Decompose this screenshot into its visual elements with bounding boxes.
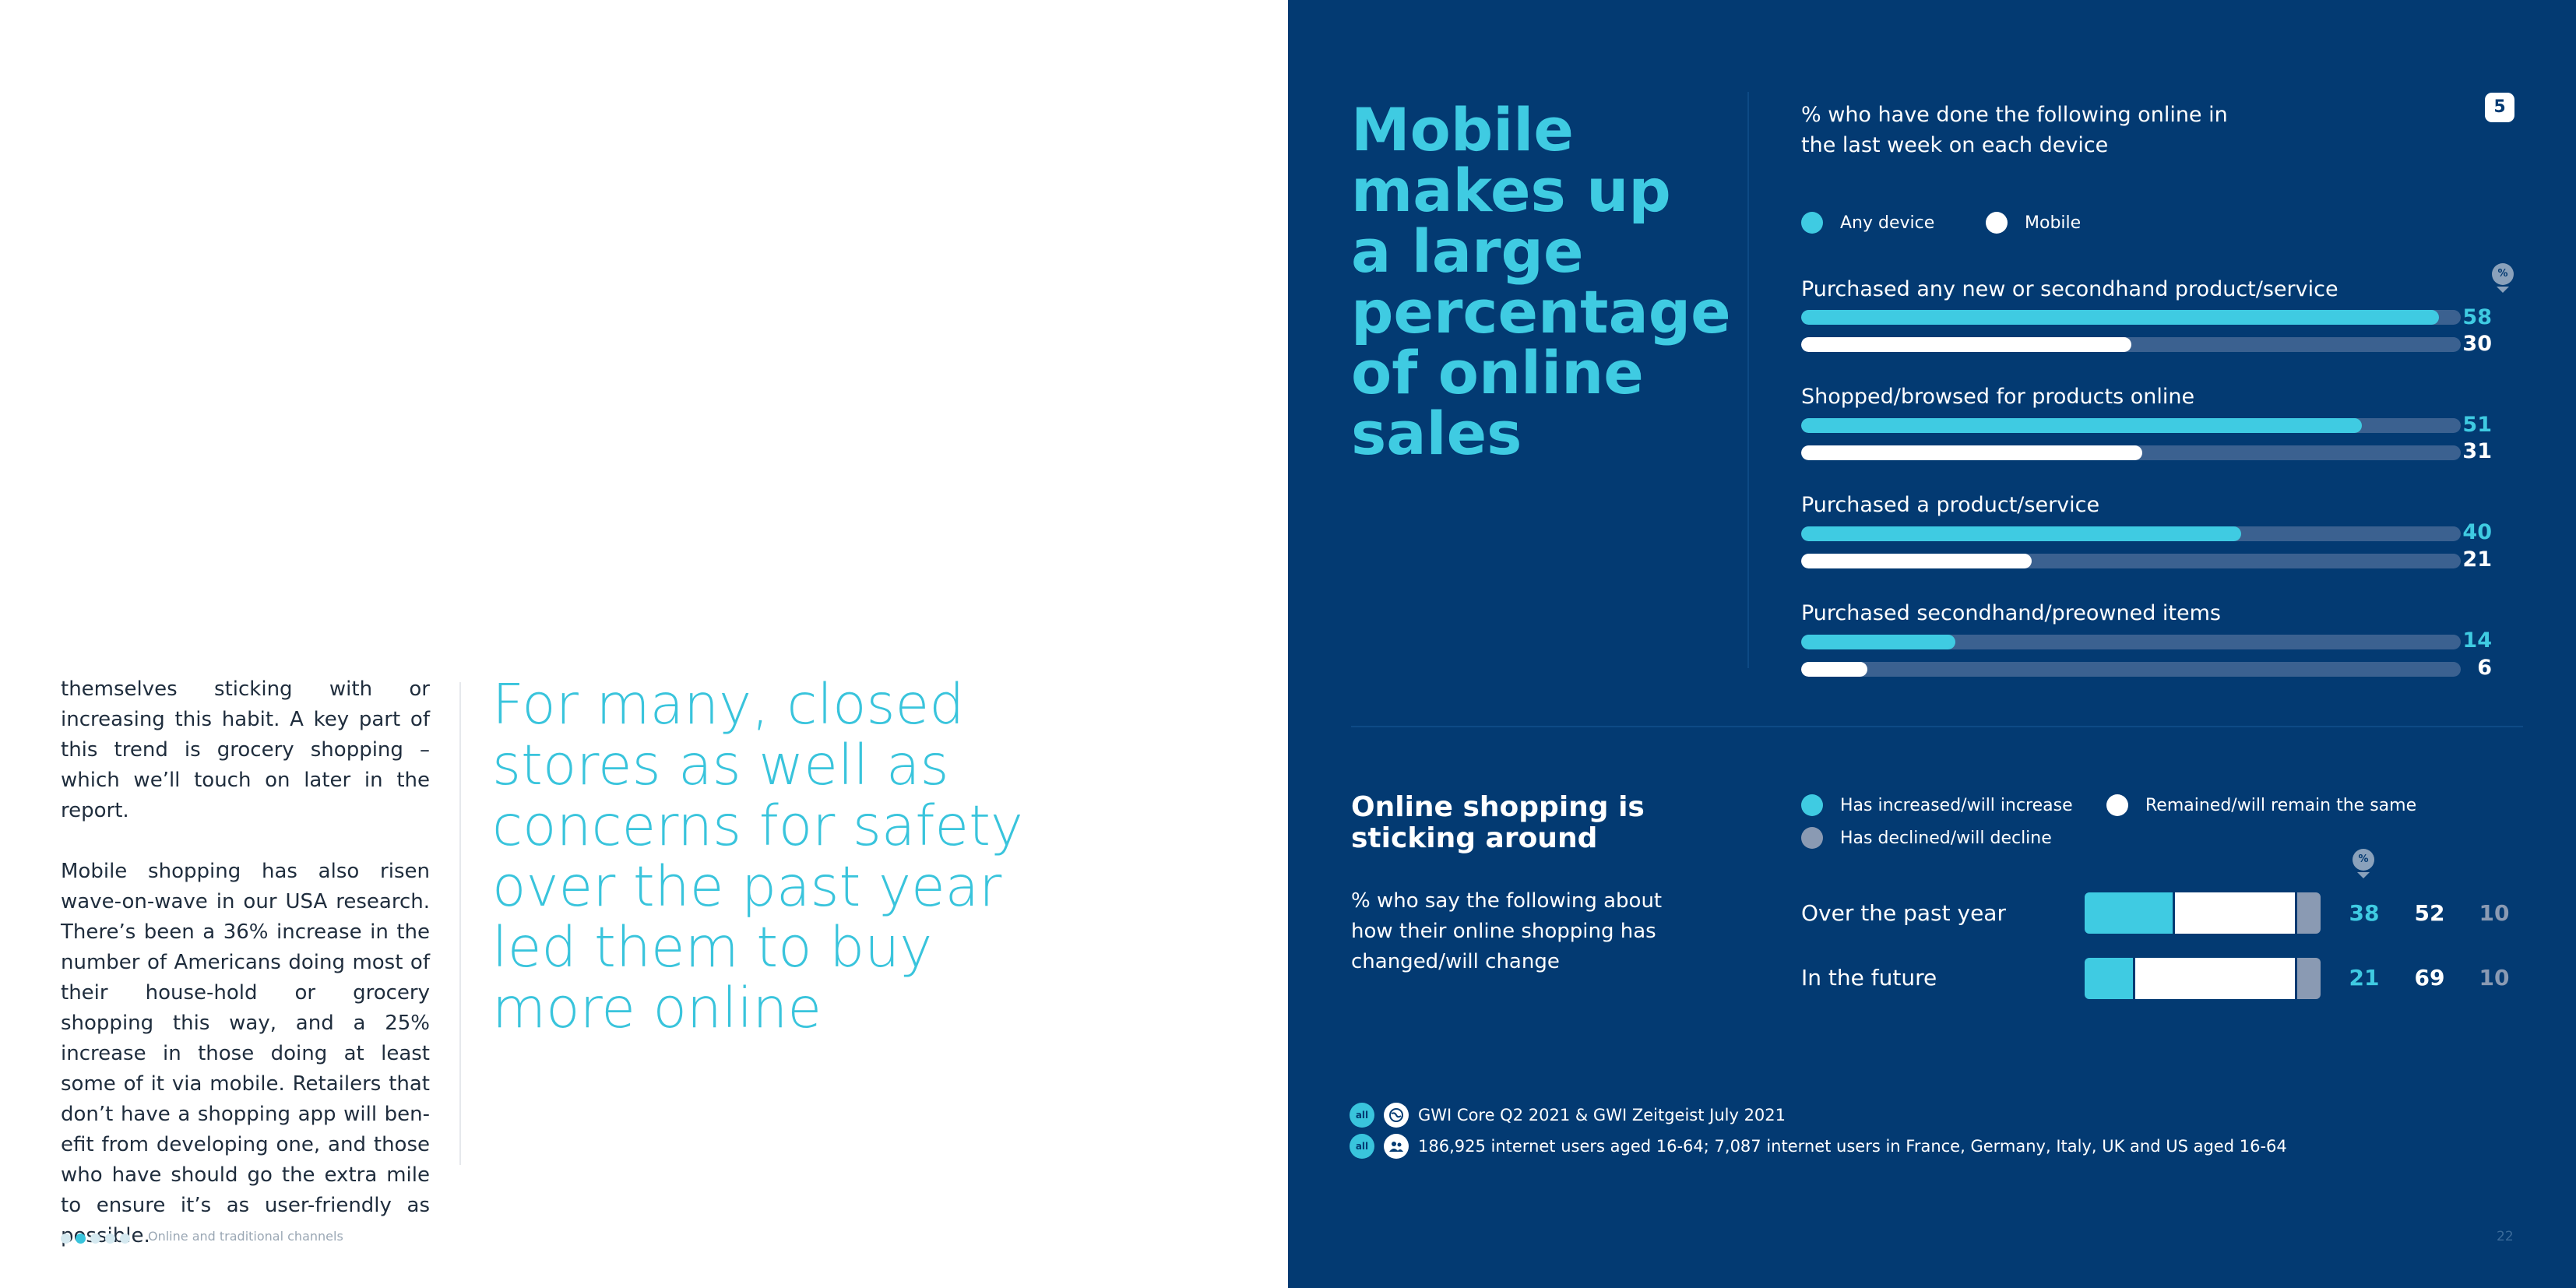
source-text: GWI Core Q2 2021 & GWI Zeitgeist July 20… bbox=[1418, 1106, 1786, 1124]
bar-track bbox=[1801, 662, 2461, 677]
sample-text: 186,925 internet users aged 16-64; 7,087… bbox=[1418, 1137, 2287, 1156]
chart1-subtitle: % who have done the following online in … bbox=[1801, 103, 2228, 157]
bar-value-any-device: 40 bbox=[2462, 520, 2492, 544]
legend-mobile: Mobile bbox=[1986, 212, 2081, 234]
headline: Mobile makes up a large percentage of on… bbox=[1351, 95, 1731, 468]
bar-track bbox=[1801, 526, 2461, 541]
bar-category-label: Purchased any new or secondhand product/… bbox=[1801, 277, 2338, 301]
stack-segment-same bbox=[2172, 892, 2296, 934]
bar-mobile bbox=[1801, 554, 2032, 568]
progress-dot bbox=[76, 1233, 86, 1244]
percent-icon: % bbox=[2353, 849, 2374, 871]
stack-category-label: In the future bbox=[1801, 965, 1937, 991]
bar-track bbox=[1801, 310, 2461, 325]
page-number: 22 bbox=[2497, 1229, 2514, 1244]
bar-track bbox=[1801, 635, 2461, 649]
legend-label-same: Remained/will remain the same bbox=[2145, 795, 2417, 815]
section2-subtitle: % who say the following about how their … bbox=[1351, 889, 1663, 973]
progress-dot bbox=[61, 1233, 71, 1244]
legend-swatch-declined bbox=[1801, 827, 1823, 849]
bar-mobile bbox=[1801, 662, 1867, 677]
stack-value-declined: 10 bbox=[2479, 900, 2510, 926]
section-progress-dots bbox=[61, 1233, 130, 1244]
footer-section-label: Online and traditional channels bbox=[148, 1229, 343, 1244]
body-paragraph-2: Mobile shopping has also risen wave-on-w… bbox=[61, 860, 430, 1248]
percent-pointer-icon bbox=[2497, 287, 2509, 293]
stack-value-declined: 10 bbox=[2479, 965, 2510, 991]
bar-value-mobile: 30 bbox=[2462, 332, 2492, 356]
legend-swatch-increased bbox=[1801, 794, 1823, 816]
bar-value-mobile: 31 bbox=[2462, 439, 2492, 463]
stack-segment-same bbox=[2133, 958, 2296, 999]
chart-number-badge: 5 bbox=[2485, 93, 2514, 122]
bar-any-device bbox=[1801, 310, 2439, 325]
source-badge: all bbox=[1350, 1103, 1374, 1128]
bar-category-label: Purchased a product/service bbox=[1801, 493, 2100, 517]
section-divider bbox=[1351, 726, 2523, 727]
stack-value-same: 69 bbox=[2414, 965, 2445, 991]
progress-dot bbox=[120, 1233, 130, 1244]
legend-swatch-mobile bbox=[1986, 212, 2008, 234]
stack-segment-declined bbox=[2295, 958, 2321, 999]
percent-pointer-icon bbox=[2357, 872, 2370, 878]
stack-segment-increased bbox=[2085, 958, 2134, 999]
globe-icon bbox=[1384, 1103, 1409, 1128]
stack-category-label: Over the past year bbox=[1801, 900, 2006, 926]
people-icon bbox=[1384, 1134, 1409, 1159]
bar-track bbox=[1801, 337, 2461, 352]
left-page: themselves sticking with or increasing t… bbox=[61, 672, 1023, 1282]
progress-dot bbox=[90, 1233, 100, 1244]
legend-swatch-any-device bbox=[1801, 212, 1823, 234]
bar-value-mobile: 21 bbox=[2462, 547, 2492, 572]
pull-quote: For many, closed stores as well as conce… bbox=[492, 672, 1023, 1040]
bar-any-device bbox=[1801, 526, 2241, 541]
stack-value-increased: 38 bbox=[2349, 900, 2380, 926]
sample-line: all 186,925 internet users aged 16-64; 7… bbox=[1350, 1134, 2287, 1159]
column-divider bbox=[459, 682, 461, 1165]
stacked-bar bbox=[2085, 892, 2321, 934]
legend-declined: Has declined/will decline bbox=[1801, 827, 2052, 849]
stack-value-increased: 21 bbox=[2349, 965, 2380, 991]
bar-value-any-device: 51 bbox=[2462, 413, 2492, 437]
body-text: themselves sticking with or increasing t… bbox=[61, 674, 430, 1282]
bar-category-label: Shopped/browsed for products online bbox=[1801, 385, 2195, 409]
headline-divider bbox=[1747, 92, 1749, 668]
legend-swatch-same bbox=[2106, 794, 2128, 816]
stack-segment-declined bbox=[2295, 892, 2321, 934]
body-paragraph-1: themselves sticking with or increasing t… bbox=[61, 677, 430, 822]
legend-label-declined: Has declined/will decline bbox=[1840, 828, 2052, 848]
bar-track bbox=[1801, 418, 2461, 433]
bar-value-any-device: 14 bbox=[2462, 628, 2492, 653]
stack-segment-increased bbox=[2085, 892, 2173, 934]
source-line: all GWI Core Q2 2021 & GWI Zeitgeist Jul… bbox=[1350, 1103, 1786, 1128]
bar-track bbox=[1801, 554, 2461, 568]
stack-value-same: 52 bbox=[2414, 900, 2445, 926]
sample-badge: all bbox=[1350, 1134, 1374, 1159]
legend-any-device: Any device bbox=[1801, 212, 1934, 234]
percent-icon: % bbox=[2492, 263, 2514, 285]
bar-mobile bbox=[1801, 337, 2131, 352]
bar-value-any-device: 58 bbox=[2462, 305, 2492, 329]
stacked-bar bbox=[2085, 958, 2321, 999]
bar-track bbox=[1801, 445, 2461, 460]
progress-dot bbox=[105, 1233, 115, 1244]
legend-label-increased: Has increased/will increase bbox=[1840, 795, 2073, 815]
bar-category-label: Purchased secondhand/preowned items bbox=[1801, 601, 2221, 625]
bar-mobile bbox=[1801, 445, 2142, 460]
section2-title: Online shopping is sticking around bbox=[1351, 791, 1645, 854]
legend-label-mobile: Mobile bbox=[2025, 213, 2082, 233]
bar-any-device bbox=[1801, 635, 1955, 649]
bar-value-mobile: 6 bbox=[2477, 656, 2492, 680]
legend-same: Remained/will remain the same bbox=[2106, 794, 2416, 816]
legend-label-any-device: Any device bbox=[1840, 213, 1935, 233]
legend-increased: Has increased/will increase bbox=[1801, 794, 2073, 816]
bar-any-device bbox=[1801, 418, 2362, 433]
